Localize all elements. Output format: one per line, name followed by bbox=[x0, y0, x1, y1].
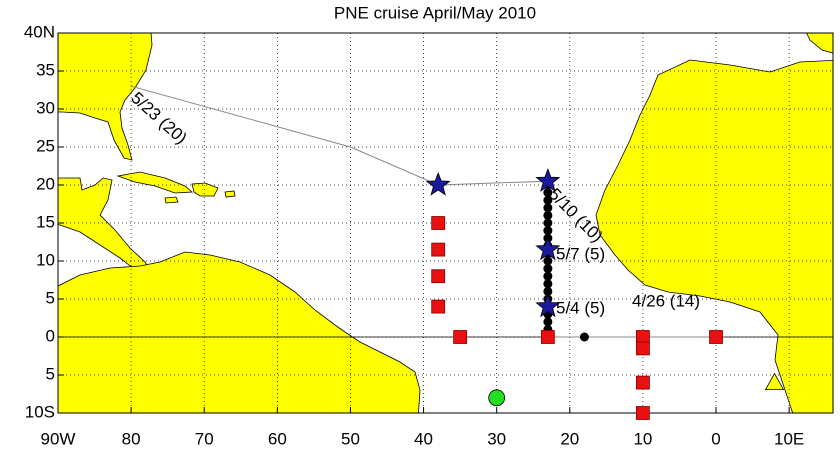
map-title: PNE cruise April/May 2010 bbox=[334, 3, 536, 22]
station-square bbox=[431, 269, 446, 284]
y-tick-label: 30 bbox=[36, 98, 55, 117]
y-tick-label: 10S bbox=[25, 402, 55, 421]
y-tick-label: 25 bbox=[36, 136, 55, 155]
track-dot bbox=[543, 264, 553, 274]
station-square bbox=[453, 330, 468, 344]
north-america bbox=[58, 33, 153, 161]
track-dot bbox=[543, 203, 553, 213]
x-tick-label: 40 bbox=[414, 429, 433, 448]
cuba bbox=[116, 171, 194, 194]
station-square bbox=[636, 341, 650, 356]
station-star bbox=[535, 168, 561, 192]
y-tick-label: 40N bbox=[24, 22, 55, 41]
africa bbox=[595, 59, 833, 413]
track-dot bbox=[579, 332, 589, 342]
x-tick-label: 10E bbox=[774, 429, 804, 448]
y-tick-label: 15 bbox=[36, 212, 55, 231]
station-square bbox=[431, 216, 446, 230]
track-dot bbox=[543, 279, 553, 289]
track-dot bbox=[543, 210, 553, 220]
station-star bbox=[535, 236, 561, 261]
y-tick-label: 5 bbox=[46, 288, 55, 307]
x-tick-label: 60 bbox=[268, 429, 287, 448]
x-tick-label: 10 bbox=[633, 429, 652, 448]
x-tick-label: 50 bbox=[341, 429, 360, 448]
track-dot bbox=[543, 317, 553, 327]
green-marker bbox=[488, 389, 506, 407]
y-tick-label: 35 bbox=[36, 60, 55, 79]
y-tick-label: 5 bbox=[46, 364, 55, 383]
track-dot bbox=[543, 188, 553, 198]
track-dot bbox=[543, 256, 553, 266]
hispaniola bbox=[191, 182, 219, 197]
triangle-marker bbox=[764, 372, 785, 390]
track-dot bbox=[543, 271, 553, 281]
puerto-rico bbox=[224, 190, 236, 198]
x-tick-label: 30 bbox=[487, 429, 506, 448]
station-star bbox=[535, 293, 561, 318]
land bbox=[58, 33, 833, 413]
y-tick-label: 20 bbox=[36, 174, 55, 193]
station-square bbox=[636, 375, 650, 390]
station-square bbox=[431, 299, 446, 314]
station-square bbox=[709, 330, 723, 344]
station-square bbox=[636, 406, 650, 420]
track-dot bbox=[543, 286, 553, 296]
track-dot bbox=[543, 218, 553, 228]
date-annotation: 5/4 (5) bbox=[556, 298, 605, 317]
station-square bbox=[540, 330, 555, 344]
track-dot bbox=[543, 195, 553, 205]
jamaica bbox=[164, 196, 179, 204]
x-tick-label: 20 bbox=[560, 429, 579, 448]
station-star bbox=[425, 171, 451, 196]
europe bbox=[806, 33, 833, 54]
x-tick-label: 80 bbox=[122, 429, 141, 448]
x-tick-label: 0 bbox=[711, 429, 720, 448]
x-tick-label: 90W bbox=[41, 429, 76, 448]
south-america bbox=[58, 251, 421, 413]
y-tick-label: 0 bbox=[46, 326, 55, 345]
track-dot bbox=[543, 226, 553, 236]
date-annotation: 5/7 (5) bbox=[556, 244, 605, 263]
x-tick-label: 70 bbox=[195, 429, 214, 448]
y-tick-label: 10 bbox=[36, 250, 55, 269]
station-square bbox=[431, 242, 446, 257]
date-annotation: 4/26 (14) bbox=[632, 291, 700, 310]
